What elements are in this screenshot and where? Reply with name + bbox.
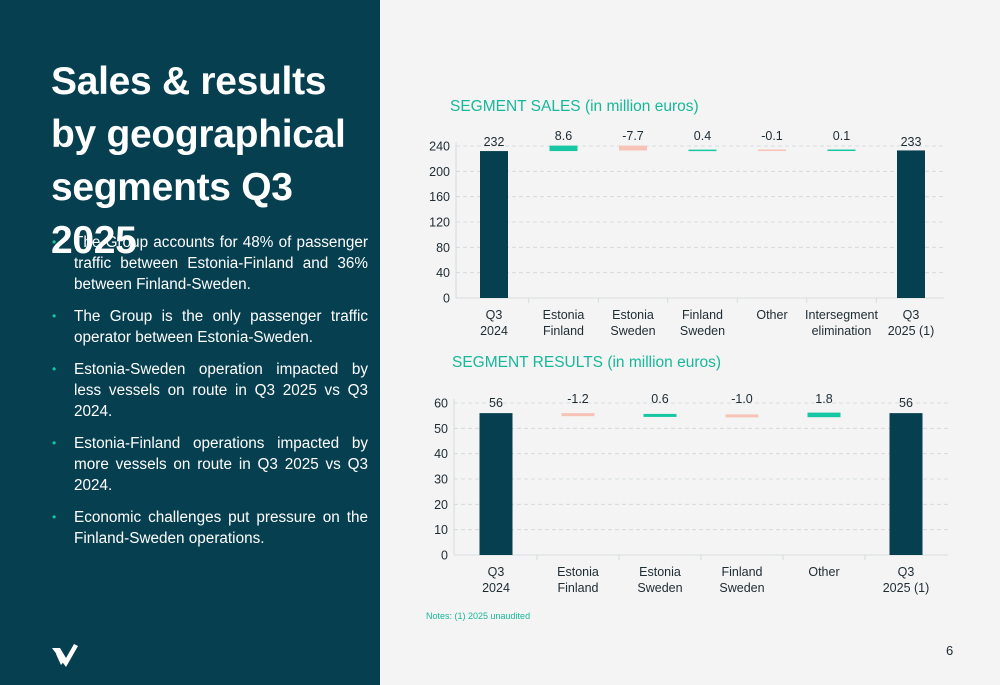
results-bar xyxy=(561,413,595,417)
results-category-label: Q3 xyxy=(898,565,915,579)
results-y-tick-label: 10 xyxy=(434,523,448,537)
sales-category-label: Intersegment xyxy=(805,308,878,322)
results-y-tick-label: 60 xyxy=(434,397,448,411)
page-number: 6 xyxy=(946,643,954,658)
page-title: Sales & results by geographical segments… xyxy=(51,60,346,262)
sales-category-label: Finland xyxy=(682,308,723,322)
sales-data-label: 233 xyxy=(901,135,922,149)
sales-category-label: Sweden xyxy=(680,324,725,338)
sales-data-label: -0.1 xyxy=(761,129,783,143)
bullet-item: • Economic challenges put pressure on the… xyxy=(52,507,368,549)
sales-bar xyxy=(827,149,856,152)
results-data-label: 56 xyxy=(489,396,503,410)
bullet-dot-icon: • xyxy=(52,510,57,524)
left-panel: Sales & results by geographical segments… xyxy=(0,0,380,685)
results-y-tick-label: 20 xyxy=(434,498,448,512)
sales-bar xyxy=(480,151,508,298)
results-bar xyxy=(807,412,841,418)
sales-y-tick-label: 40 xyxy=(436,266,450,280)
segment-sales-chart: 0 40 80 120 160 200 240 232 Q3 2024 8.6 Estonia Finl… xyxy=(429,129,944,338)
sales-category-label: Q3 xyxy=(903,308,920,322)
results-bar xyxy=(725,414,759,418)
sales-category-label: Estonia xyxy=(612,308,654,322)
results-category-label: Other xyxy=(808,565,839,579)
results-data-label: -1.0 xyxy=(731,392,753,406)
results-category-label: Finland xyxy=(558,581,599,595)
sales-y-tick-label: 120 xyxy=(429,216,450,230)
bullet-dot-icon: • xyxy=(52,362,57,376)
results-category-label: 2024 xyxy=(482,581,510,595)
sales-category-label: Finland xyxy=(543,324,584,338)
sales-y-tick-label: 200 xyxy=(429,165,450,179)
bullet-item: • Estonia-Sweden operation impacted by le… xyxy=(52,359,368,422)
sales-bar xyxy=(688,149,717,152)
bullet-text: Estonia-Finland operations impacted by m… xyxy=(74,435,368,494)
sales-category-label: Sweden xyxy=(610,324,655,338)
results-data-label: 56 xyxy=(899,396,913,410)
results-y-tick-label: 30 xyxy=(434,473,448,487)
results-y-tick-label: 0 xyxy=(441,549,448,563)
sales-data-label: 0.1 xyxy=(833,129,850,143)
sales-data-label: -7.7 xyxy=(622,129,644,143)
sales-bar xyxy=(897,150,925,298)
results-category-label: Sweden xyxy=(719,581,764,595)
bullet-text: Economic challenges put pressure on the … xyxy=(74,509,368,547)
bullet-dot-icon: • xyxy=(52,309,57,323)
results-data-label: 0.6 xyxy=(651,392,668,406)
right-panel: SEGMENT SALES (in million euros) 0 40 80 12… xyxy=(380,0,1000,685)
results-bar xyxy=(889,413,923,555)
sales-y-tick-label: 0 xyxy=(443,292,450,306)
bullet-item: • The Group is the only passenger traffic… xyxy=(52,306,368,348)
results-bar xyxy=(643,413,677,417)
sales-y-tick-label: 160 xyxy=(429,190,450,204)
sales-y-tick-label: 240 xyxy=(429,140,450,154)
bullet-text: The Group is the only passenger traffic … xyxy=(74,308,368,346)
results-category-label: Estonia xyxy=(557,565,599,579)
sales-category-label: elimination xyxy=(812,324,872,338)
bullet-dot-icon: • xyxy=(52,235,57,249)
brand-logo-icon xyxy=(52,644,78,667)
footnote: Notes: (1) 2025 unaudited xyxy=(426,611,531,621)
bullet-text: The Group accounts for 48% of passenger … xyxy=(74,234,368,293)
sales-bar xyxy=(619,145,647,151)
results-bar xyxy=(479,413,513,555)
sales-category-label: Q3 xyxy=(486,308,503,322)
results-category-label: Sweden xyxy=(637,581,682,595)
results-y-tick-label: 50 xyxy=(434,422,448,436)
bullet-text: Estonia-Sweden operation impacted by les… xyxy=(74,361,368,420)
results-category-label: Q3 xyxy=(488,565,505,579)
bullet-item: • The Group accounts for 48% of passenger… xyxy=(52,232,368,295)
results-category-label: Finland xyxy=(722,565,763,579)
sales-category-label: 2025 (1) xyxy=(888,324,935,338)
sales-category-label: Other xyxy=(756,308,787,322)
results-category-label: Estonia xyxy=(639,565,681,579)
results-y-tick-label: 40 xyxy=(434,447,448,461)
segment-results-chart: 0 10 20 30 40 50 60 56 Q3 2024 -1.2 Estonia Finland 0… xyxy=(434,392,948,595)
sales-y-tick-label: 80 xyxy=(436,241,450,255)
sales-bar xyxy=(549,145,578,152)
results-category-label: 2025 (1) xyxy=(883,581,930,595)
results-data-label: -1.2 xyxy=(567,392,589,406)
bullet-list: • The Group accounts for 48% of passenger… xyxy=(52,232,368,560)
sales-data-label: 232 xyxy=(484,135,505,149)
sales-chart-title: SEGMENT SALES (in million euros) xyxy=(450,98,699,115)
sales-data-label: 0.4 xyxy=(694,129,711,143)
sales-bar xyxy=(758,149,786,152)
results-data-label: 1.8 xyxy=(815,392,832,406)
results-chart-title: SEGMENT RESULTS (in million euros) xyxy=(452,354,722,371)
sales-data-label: 8.6 xyxy=(555,129,572,143)
sales-category-label: 2024 xyxy=(480,324,508,338)
bullet-dot-icon: • xyxy=(52,436,57,450)
sales-category-label: Estonia xyxy=(543,308,585,322)
bullet-item: • Estonia-Finland operations impacted by … xyxy=(52,433,368,496)
